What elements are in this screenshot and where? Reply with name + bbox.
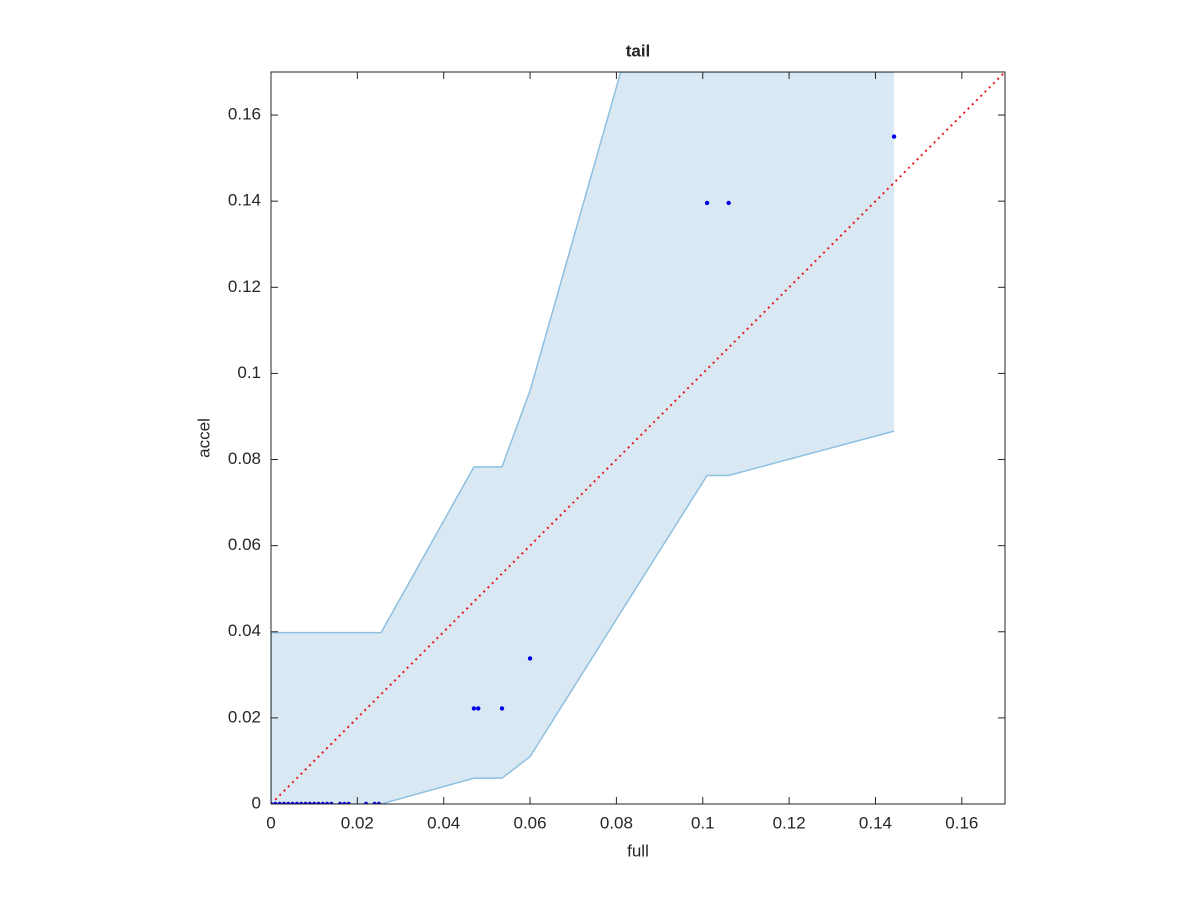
scatter-point — [527, 656, 533, 661]
x-tick-label: 0.12 — [773, 813, 806, 832]
y-tick-label: 0 — [252, 793, 261, 812]
x-tick-label: 0.08 — [600, 813, 633, 832]
scatter-point — [281, 801, 287, 804]
scatter-point — [311, 801, 317, 804]
x-tick-label: 0 — [266, 813, 275, 832]
scatter-point — [286, 801, 291, 804]
y-tick-label: 0.16 — [228, 105, 261, 124]
y-tick-label: 0.04 — [228, 621, 261, 640]
x-tick-label: 0.1 — [691, 813, 715, 832]
x-axis-label: full — [627, 841, 649, 860]
scatter-point — [273, 801, 278, 804]
y-axis-label: accel — [194, 418, 213, 458]
scatter-point — [316, 801, 321, 804]
scatter-point — [337, 801, 343, 804]
scatter-point — [329, 801, 334, 804]
chart-title: tail — [626, 41, 651, 60]
scatter-point — [271, 801, 274, 804]
x-tick-label: 0.06 — [514, 813, 547, 832]
scatter-point — [294, 801, 300, 804]
y-tick-label: 0.12 — [228, 277, 261, 296]
x-tick-label: 0.02 — [341, 813, 374, 832]
y-tick-label: 0.14 — [228, 191, 261, 210]
scatter-point — [324, 801, 330, 804]
scatter-point — [320, 801, 326, 804]
y-tick-label: 0.08 — [228, 449, 261, 468]
y-tick-label: 0.02 — [228, 707, 261, 726]
y-tick-label: 0.06 — [228, 535, 261, 554]
scatter-point — [303, 801, 308, 804]
scatter-point — [726, 200, 731, 206]
band-area — [271, 72, 895, 804]
x-tick-label: 0.16 — [945, 813, 978, 832]
scatter-point — [299, 801, 304, 804]
scatter-point — [307, 801, 313, 804]
scatter-point — [290, 801, 295, 804]
axes: 0 0.02 0.04 0.06 0.08 0.1 0.12 0.14 0.16 0 0.02 0.0… — [228, 71, 1006, 832]
scatter-point — [891, 134, 897, 139]
scatter-point — [372, 801, 377, 804]
scatter-point — [476, 706, 481, 711]
scatter-point — [342, 801, 347, 804]
axes-box — [270, 71, 1006, 805]
scatter-point — [363, 801, 369, 804]
scatter-point — [471, 706, 477, 711]
band-lower-edge — [271, 430, 895, 804]
plot-area — [271, 72, 1005, 804]
scatter-point — [346, 801, 351, 804]
scatter-point — [376, 801, 382, 804]
y-tick-label: 0.1 — [237, 363, 261, 382]
x-tick-label: 0.14 — [859, 813, 892, 832]
x-tick-label: 0.04 — [427, 813, 460, 832]
scatter-point — [704, 200, 710, 206]
band-upper-edge — [271, 72, 895, 634]
scatter-point — [499, 706, 505, 711]
scatter-point — [277, 801, 282, 804]
